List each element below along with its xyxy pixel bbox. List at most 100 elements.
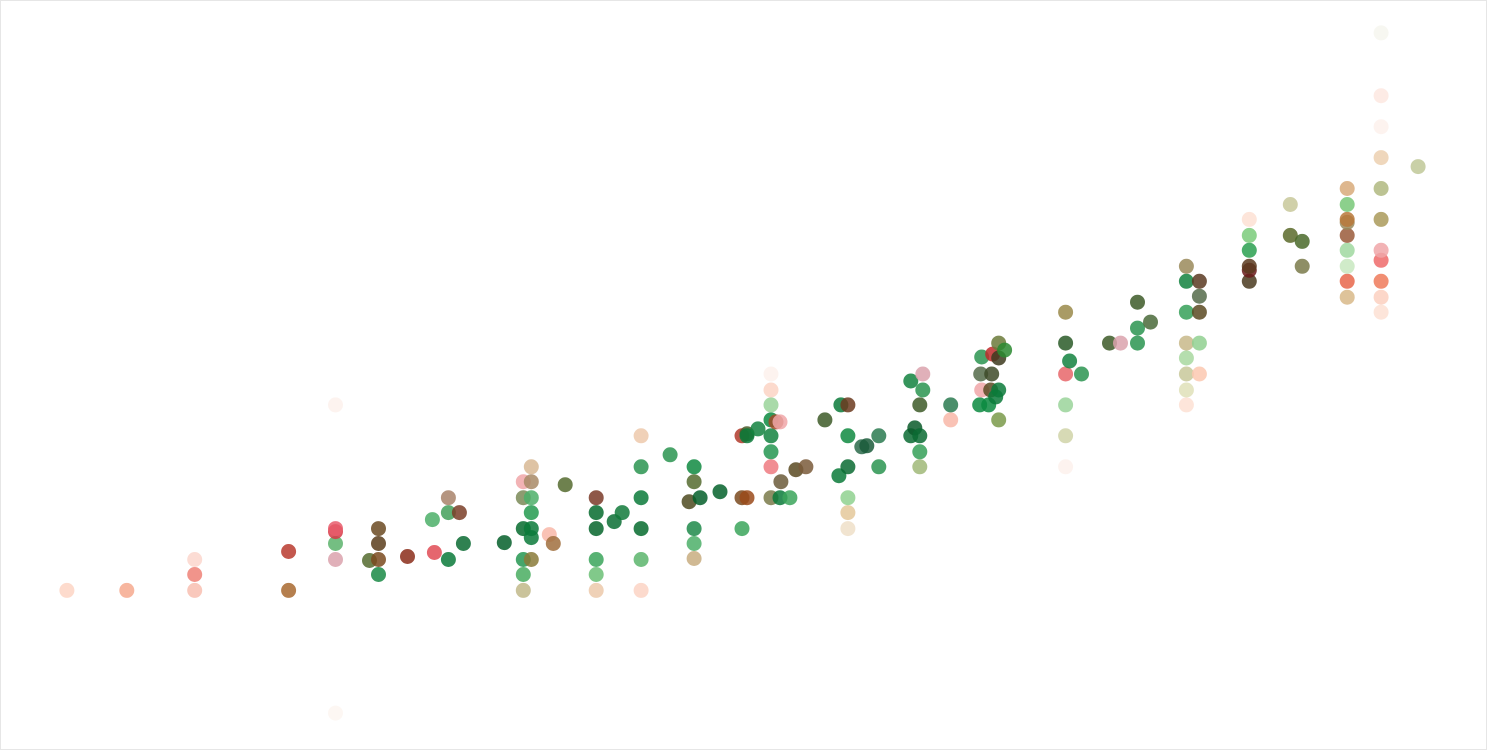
scatter-point-127	[1058, 428, 1074, 444]
scatter-point-21	[440, 552, 456, 567]
scatter-point-10	[328, 521, 343, 537]
scatter-point-167	[1339, 227, 1355, 243]
scatter-point-153	[1241, 273, 1257, 289]
scatter-point-110	[943, 412, 959, 428]
scatter-point-71	[739, 428, 755, 444]
scatter-point-126	[1058, 459, 1074, 475]
scatter-point-6	[281, 544, 297, 559]
scatter-point-130	[1058, 335, 1074, 351]
scatter-point-20	[426, 545, 442, 560]
scatter-point-85	[782, 490, 798, 506]
scatter-point-133	[1074, 366, 1089, 382]
scatter-point-24	[451, 505, 467, 521]
scatter-point-52	[633, 552, 649, 567]
scatter-point-150	[1191, 304, 1207, 320]
scatter-point-47	[588, 505, 604, 521]
scatter-point-37	[523, 490, 539, 506]
scatter-point-163	[1339, 289, 1355, 305]
scatter-point-157	[1241, 227, 1257, 243]
scatter-point-79	[763, 382, 779, 398]
scatter-point-27	[515, 582, 531, 598]
scatter-point-111	[943, 397, 959, 413]
scatter-point-53	[633, 521, 649, 537]
scatter-point-93	[840, 490, 856, 506]
scatter-point-42	[557, 477, 573, 493]
scatter-point-60	[686, 536, 702, 551]
scatter-point-140	[1178, 397, 1194, 413]
scatter-point-23	[440, 490, 456, 506]
scatter-point-105	[912, 444, 928, 460]
scatter-point-155	[1241, 258, 1257, 274]
scatter-point-14	[371, 567, 386, 582]
scatter-point-156	[1241, 242, 1257, 258]
scatter-point-59	[686, 551, 702, 566]
scatter-point-121	[991, 412, 1007, 428]
scatter-point-146	[1178, 273, 1194, 289]
scatter-point-36	[523, 505, 539, 521]
scatter-point-78	[763, 397, 779, 413]
scatter-point-33	[523, 552, 539, 567]
scatter-point-181	[1373, 88, 1389, 104]
scatter-point-64	[692, 490, 708, 506]
scatter-point-113	[973, 366, 989, 382]
scatter-point-139	[1143, 314, 1158, 330]
scatter-point-134	[1102, 335, 1117, 351]
scatter-point-26	[496, 535, 512, 551]
scatter-point-11	[328, 397, 343, 413]
scatter-point-38	[523, 474, 539, 490]
scatter-point-94	[840, 459, 856, 475]
scatter-point-145	[1178, 304, 1194, 320]
scatter-point-66	[734, 521, 750, 537]
scatter-point-162	[1294, 233, 1310, 249]
scatter-point-164	[1339, 273, 1355, 289]
scatter-point-109	[915, 366, 931, 382]
scatter-point-131	[1058, 304, 1074, 320]
scatter-point-84	[773, 474, 789, 490]
scatter-point-132	[1062, 353, 1078, 369]
scatter-point-173	[1373, 289, 1389, 305]
scatter-point-19	[424, 512, 440, 528]
scatter-point-125	[997, 342, 1013, 358]
scatter-point-61	[686, 521, 702, 537]
scatter-point-22	[440, 505, 456, 521]
scatter-point-69	[739, 490, 755, 506]
scatter-point-5	[281, 582, 297, 598]
scatter-point-80	[763, 366, 779, 382]
scatter-point-28	[515, 567, 531, 582]
scatter-point-48	[588, 490, 604, 506]
scatter-point-46	[588, 521, 604, 537]
scatter-point-15	[371, 552, 386, 567]
scatter-point-174	[1373, 273, 1389, 289]
scatter-point-51	[633, 582, 649, 598]
scatter-point-160	[1282, 197, 1298, 212]
scatter-point-108	[915, 382, 931, 398]
scatter-point-50	[614, 505, 630, 521]
scatter-point-179	[1373, 150, 1389, 166]
scatter-point-96	[840, 397, 856, 413]
scatter-point-95	[840, 428, 856, 444]
scatter-point-148	[1191, 366, 1207, 382]
scatter-point-16	[371, 536, 386, 551]
scatter-point-178	[1373, 181, 1389, 196]
scatter-point-171	[1339, 181, 1355, 196]
scatter-point-144	[1178, 335, 1194, 351]
scatter-point-8	[328, 536, 343, 551]
scatter-point-99	[871, 459, 887, 475]
scatter-point-63	[686, 459, 702, 475]
scatter-point-45	[588, 552, 604, 567]
scatter-point-159	[1282, 227, 1298, 243]
scatter-point-4	[187, 552, 203, 567]
scatter-point-182	[1373, 25, 1389, 41]
scatter-point-102	[903, 373, 919, 389]
scatter-point-107	[912, 397, 928, 413]
scatter-point-76	[763, 428, 779, 444]
scatter-point-3	[187, 567, 203, 582]
scatter-point-180	[1373, 119, 1389, 135]
scatter-point-170	[1339, 197, 1355, 212]
scatter-point-43	[588, 582, 604, 598]
scatter-point-143	[1178, 350, 1194, 366]
scatter-point-92	[840, 505, 856, 521]
scatter-point-72	[750, 421, 766, 437]
